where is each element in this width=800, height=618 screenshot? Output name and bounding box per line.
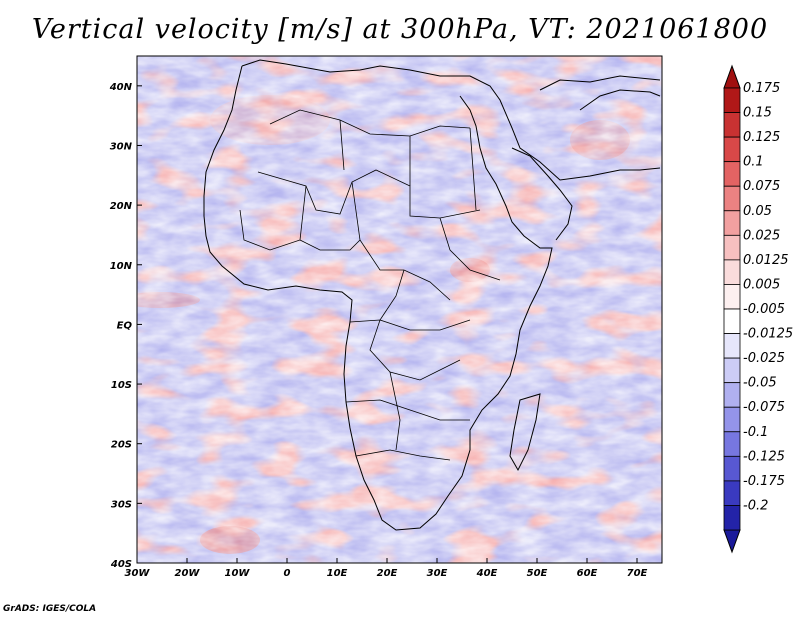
colorbar-swatch [723, 308, 741, 334]
colorbar-swatch [723, 382, 741, 408]
x-tick-label: 20W [175, 568, 201, 579]
map-title: Vertical velocity [m/s] at 300hPa, VT: 2… [31, 14, 769, 45]
x-tick-label: 10E [327, 568, 348, 579]
colorbar-swatch [723, 431, 741, 457]
x-tick-label: 20E [377, 568, 398, 579]
colorbar-swatch [723, 112, 741, 138]
colorbar-swatch [723, 259, 741, 285]
y-axis-ticks: 40S 30S 20S 10S EQ 10N 20N 30N 40N [109, 82, 142, 570]
country-borders [239, 109, 501, 461]
colorbar-swatch [723, 210, 741, 236]
y-tick-label: EQ [117, 320, 133, 331]
colorbar-swatch [723, 234, 741, 261]
colorbar-label: 0.125 [743, 130, 780, 145]
colorbar-label: -0.075 [743, 400, 785, 415]
x-tick-label: 40E [476, 568, 498, 579]
y-tick-label: 40S [110, 559, 132, 570]
colorbar-label: 0.05 [743, 204, 772, 219]
colorbar-label: -0.175 [743, 474, 785, 489]
x-tick-label: 50E [527, 568, 548, 579]
colorbar-label: 0.1 [743, 155, 764, 170]
x-tick-label: 0 [284, 568, 291, 579]
colorbar-swatch [723, 185, 741, 212]
colorbar-label: 0.005 [743, 277, 780, 292]
y-tick-label: 20S [111, 440, 132, 451]
x-tick-label: 70E [627, 568, 648, 579]
colorbar-swatch [723, 87, 741, 113]
colorbar-swatch [723, 161, 741, 187]
colorbar-swatch [723, 480, 741, 506]
plot-frame [136, 55, 663, 564]
grads-credit: GrADS: IGES/COLA [3, 604, 97, 614]
colorbar-swatch [723, 455, 741, 482]
colorbar-top-arrow [723, 64, 741, 89]
colorbar-label: -0.025 [743, 351, 785, 366]
x-axis-ticks: 30W 20W 10W 0 10E 20E 30E 40E 50E 60E 70E [125, 558, 648, 579]
x-tick-label: 10W [225, 568, 251, 579]
colorbar-label: 0.15 [743, 106, 772, 121]
colorbar-label: -0.0125 [743, 327, 793, 342]
colorbar-label: 0.175 [743, 81, 780, 96]
y-tick-label: 40N [109, 82, 133, 93]
colorbar-label: 0.075 [743, 179, 780, 194]
velocity-field [137, 56, 662, 563]
colorbar-swatch [723, 136, 741, 163]
colorbar-swatch [723, 505, 741, 531]
colorbar-label: -0.005 [743, 302, 785, 317]
colorbar-swatch [723, 357, 741, 384]
y-tick-label: 30S [111, 499, 132, 510]
colorbar: 0.175 0.15 0.125 0.1 0.075 0.05 0.025 0.0125 0.0… [723, 64, 793, 554]
x-tick-label: 60E [577, 568, 598, 579]
y-tick-label: 10S [111, 380, 132, 391]
colorbar-swatch [723, 284, 741, 310]
coastlines [203, 59, 661, 531]
colorbar-label: -0.2 [743, 498, 768, 513]
colorbar-label: 0.025 [743, 228, 780, 243]
colorbar-swatch [723, 406, 741, 433]
x-tick-label: 30W [125, 568, 151, 579]
colorbar-swatch [723, 333, 741, 359]
colorbar-label: -0.05 [743, 376, 777, 391]
y-tick-label: 30N [110, 141, 133, 152]
colorbar-label: 0.0125 [743, 253, 789, 268]
x-tick-label: 30E [427, 568, 448, 579]
colorbar-label: -0.1 [743, 425, 768, 440]
y-tick-label: 20N [110, 201, 133, 212]
y-tick-label: 10N [110, 261, 133, 272]
colorbar-bottom-arrow [723, 529, 741, 554]
colorbar-label: -0.125 [743, 449, 785, 464]
